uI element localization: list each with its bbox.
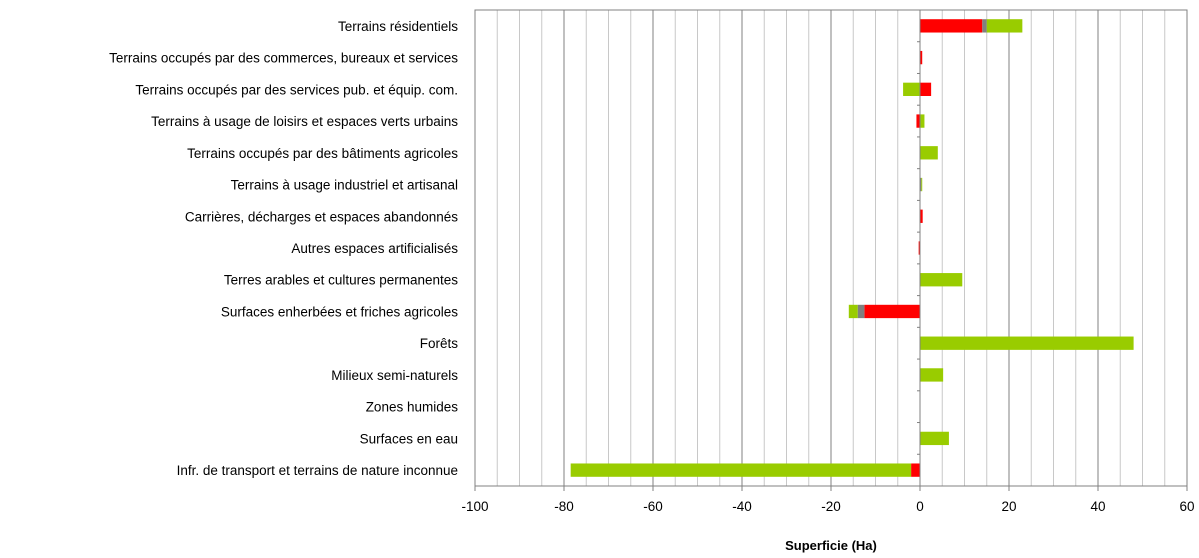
x-tick-label: 40	[1090, 499, 1105, 514]
bar-segment	[918, 241, 920, 255]
bar-segment	[920, 19, 983, 33]
x-tick-label: -40	[732, 499, 752, 514]
bar-segment	[920, 336, 1134, 350]
bar-segment	[903, 82, 920, 96]
category-label: Terrains occupés par des commerces, bure…	[109, 51, 458, 66]
bars	[570, 19, 1134, 477]
bar-segment	[920, 273, 963, 287]
bar-segment	[911, 463, 920, 477]
category-label: Terrains résidentiels	[338, 19, 458, 34]
bar-segment	[848, 304, 858, 319]
category-label: Forêts	[420, 336, 459, 351]
category-label: Terrains à usage industriel et artisanal	[231, 178, 458, 193]
bar-segment	[920, 209, 923, 223]
bar-segment	[920, 431, 949, 446]
axes	[474, 9, 1188, 491]
category-label: Milieux semi-naturels	[331, 368, 458, 383]
category-label: Surfaces en eau	[360, 431, 458, 446]
bar-segment	[982, 19, 987, 33]
x-tick-label: 20	[1001, 499, 1016, 514]
x-tick-label: -20	[821, 499, 841, 514]
category-label: Infr. de transport et terrains de nature…	[177, 463, 458, 478]
bar-segment	[921, 177, 923, 192]
category-label: Zones humides	[366, 400, 459, 415]
bar-segment	[986, 19, 1023, 33]
bar-segment	[570, 463, 912, 477]
grid-lines	[474, 10, 1188, 486]
bar-segment	[920, 177, 922, 192]
x-tick-label: -60	[643, 499, 663, 514]
bar-segment	[920, 114, 925, 128]
x-tick-labels: -100 -80 -60 -40 -20 0 20 40 60	[461, 499, 1194, 514]
category-labels: Terrains résidentiels Terrains occupés pa…	[109, 19, 458, 478]
x-tick-label: -100	[461, 499, 488, 514]
x-tick-label: 0	[916, 499, 924, 514]
bar-segment	[920, 146, 938, 160]
bar-segment	[857, 304, 865, 319]
category-label: Terrains occupés par des services pub. e…	[135, 82, 458, 97]
category-label: Terrains à usage de loisirs et espaces v…	[151, 114, 458, 129]
category-label: Terrains occupés par des bâtiments agric…	[187, 146, 458, 161]
x-tick-label: -80	[554, 499, 574, 514]
category-label: Surfaces enherbées et friches agricoles	[221, 304, 458, 319]
bar-segment	[864, 304, 920, 319]
category-label: Carrières, décharges et espaces abandonn…	[185, 209, 458, 224]
x-axis-title: Superficie (Ha)	[785, 538, 877, 553]
bar-segment	[916, 114, 920, 128]
category-label: Autres espaces artificialisés	[291, 241, 458, 256]
category-label: Terres arables et cultures permanentes	[224, 273, 458, 288]
bar-segment	[920, 368, 944, 382]
x-tick-label: 60	[1179, 499, 1194, 514]
bar-segment	[920, 82, 932, 96]
bar-segment	[920, 50, 923, 65]
